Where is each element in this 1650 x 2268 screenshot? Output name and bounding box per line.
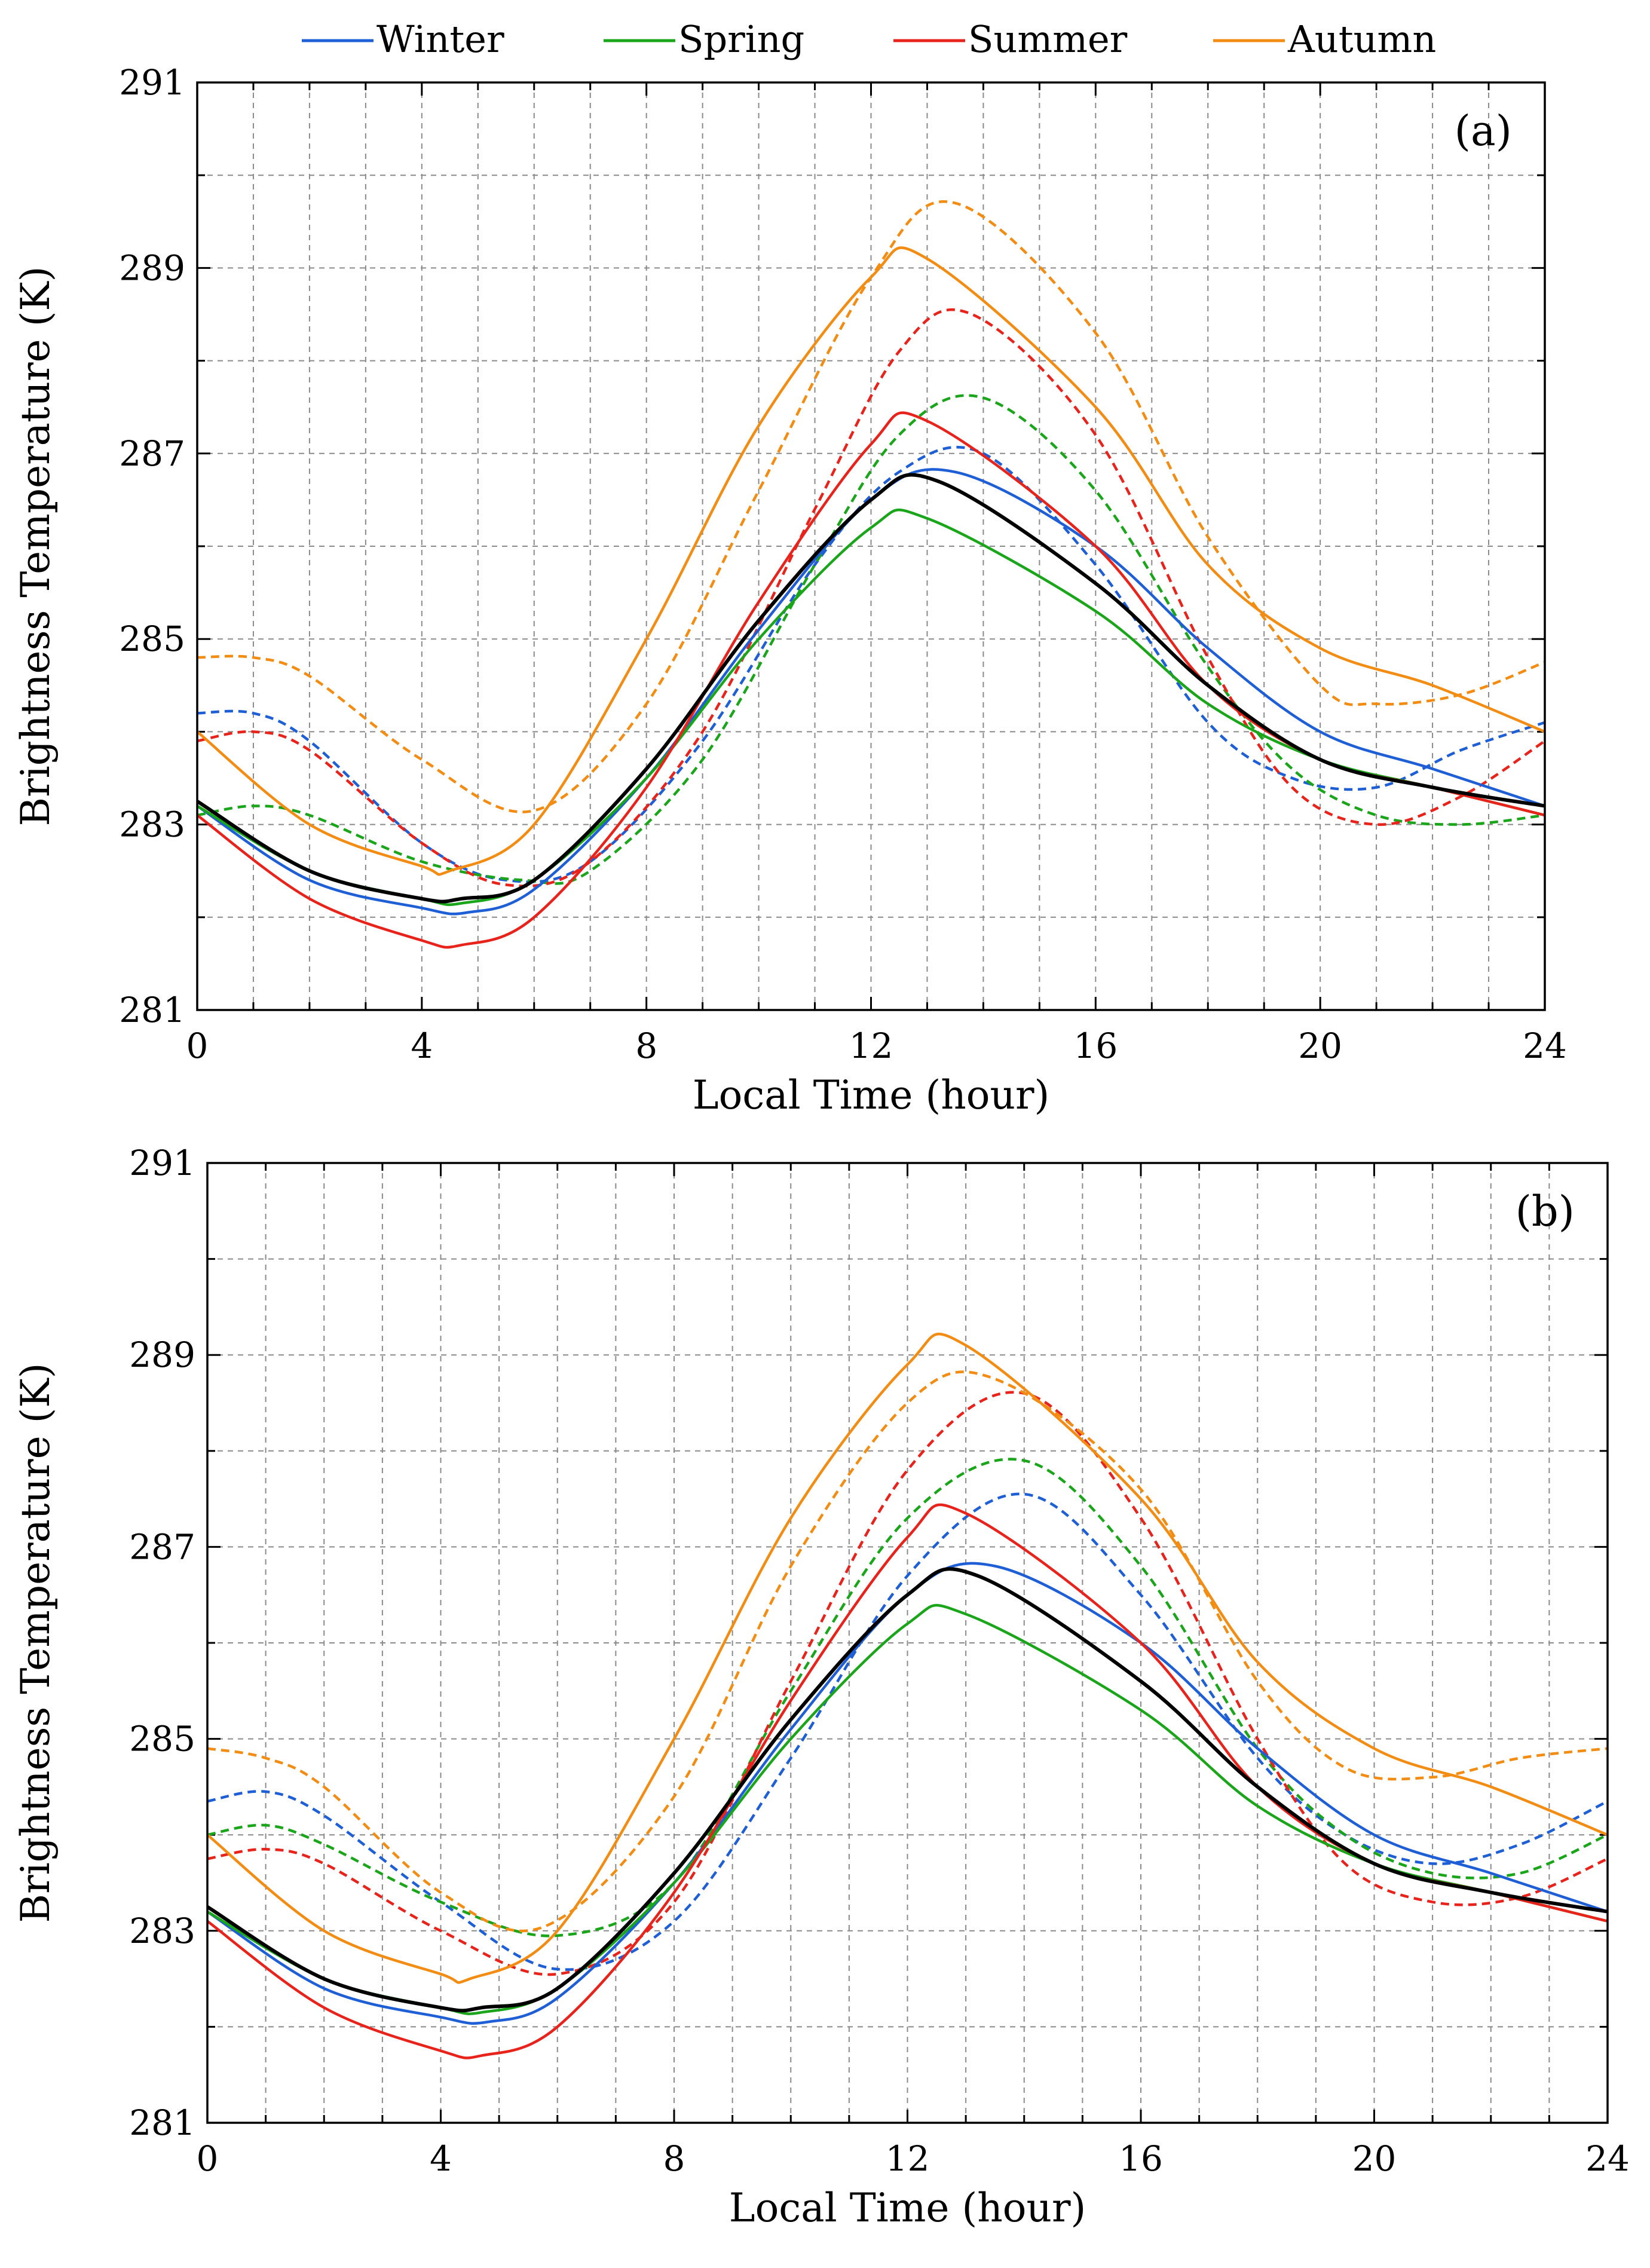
series-line-spring-dashed <box>207 1458 1608 1938</box>
y-tick-label: 287 <box>119 433 185 474</box>
series-line-spring-dashed <box>197 394 1545 885</box>
series-line-mean <box>206 1567 1608 2013</box>
grid <box>197 82 1545 1010</box>
series-line-autumn <box>196 246 1545 876</box>
y-axis-label: Brightness Temperature (K) <box>13 267 59 827</box>
series-line-mean <box>196 473 1545 904</box>
plot-frame <box>206 1162 1609 2124</box>
y-tick-label: 291 <box>129 1143 195 1183</box>
x-tick-label: 16 <box>1073 1026 1118 1066</box>
y-tick-label: 291 <box>119 62 185 103</box>
x-axis-label: Local Time (hour) <box>693 1072 1050 1118</box>
plot-frame <box>196 81 1546 1011</box>
y-tick-label: 289 <box>129 1335 195 1375</box>
series-group <box>206 1332 1608 2059</box>
series-line-autumn-dashed <box>197 200 1545 813</box>
y-tick-label: 285 <box>119 619 185 659</box>
series-line-summer-dashed <box>207 1391 1608 1976</box>
chart-panel-b: 0 4 8 12 16 20 24 281 283 285 287 289 291 Local Time … <box>13 1143 1630 2231</box>
x-tick-label: 4 <box>430 2138 452 2179</box>
series-group <box>196 200 1546 949</box>
x-axis-label: Local Time (hour) <box>729 2185 1086 2231</box>
series-line-winter-dashed <box>207 1492 1608 1971</box>
x-tick-label: 0 <box>197 2138 219 2179</box>
y-tick-label: 281 <box>119 990 185 1030</box>
series-line-autumn-dashed <box>207 1370 1608 1933</box>
y-axis-label: Brightness Temperature (K) <box>13 1363 59 1923</box>
panel-label: (a) <box>1455 106 1512 155</box>
grid <box>207 1163 1608 2123</box>
y-tick-label: 281 <box>129 2102 195 2143</box>
x-tick-label: 12 <box>849 1026 893 1066</box>
series-line-summer-dashed <box>197 308 1546 887</box>
x-tick-label: 8 <box>635 1026 657 1066</box>
legend-label: Autumn <box>1287 17 1436 61</box>
x-tick-label: 20 <box>1298 1026 1342 1066</box>
legend-item-autumn: Autumn <box>1213 17 1436 61</box>
x-tick-label: 24 <box>1523 1026 1567 1066</box>
legend: Winter Spring Summer Autumn <box>302 17 1436 61</box>
legend-item-summer: Summer <box>893 17 1128 61</box>
series-line-autumn <box>206 1332 1608 1984</box>
legend-item-winter: Winter <box>302 17 504 61</box>
legend-label: Winter <box>376 17 504 61</box>
series-line-spring <box>206 1603 1608 2015</box>
x-tick-label: 16 <box>1119 2138 1163 2179</box>
x-tick-label: 8 <box>663 2138 685 2179</box>
legend-item-spring: Spring <box>604 17 804 61</box>
y-tick-label: 283 <box>129 1911 195 1951</box>
series-line-summer <box>206 1503 1608 2059</box>
chart-panel-a: 0 4 8 12 16 20 24 281 283 285 287 289 291 Local Time … <box>13 62 1567 1118</box>
x-tick-label: 0 <box>186 1026 209 1066</box>
ticks <box>206 1162 1609 2124</box>
legend-label: Spring <box>678 17 804 61</box>
y-tick-label: 289 <box>119 247 185 288</box>
legend-label: Summer <box>968 17 1128 61</box>
y-tick-label: 283 <box>119 804 185 845</box>
x-tick-label: 4 <box>411 1026 433 1066</box>
y-tick-label: 285 <box>129 1719 195 1759</box>
panel-label: (b) <box>1516 1187 1575 1236</box>
x-tick-label: 12 <box>886 2138 930 2179</box>
y-tick-label: 287 <box>129 1526 195 1567</box>
x-tick-label: 24 <box>1585 2138 1630 2179</box>
x-tick-label: 20 <box>1352 2138 1397 2179</box>
